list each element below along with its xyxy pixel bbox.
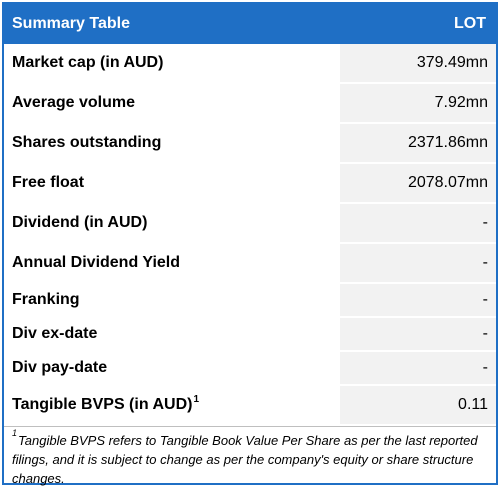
- row-label: Dividend (in AUD): [4, 204, 340, 242]
- row-value: -: [340, 318, 496, 350]
- row-value: -: [340, 244, 496, 282]
- table-row-franking: Franking -: [4, 284, 496, 318]
- row-label: Market cap (in AUD): [4, 44, 340, 82]
- table-row-market-cap: Market cap (in AUD) 379.49mn: [4, 44, 496, 84]
- row-label: Annual Dividend Yield: [4, 244, 340, 282]
- row-label: Shares outstanding: [4, 124, 340, 162]
- table-row-tangible-bvps: Tangible BVPS (in AUD) 1 0.11: [4, 386, 496, 426]
- row-value: -: [340, 352, 496, 384]
- row-value: 2078.07mn: [340, 164, 496, 202]
- row-value: 0.11: [340, 386, 496, 424]
- table-title: Summary Table: [12, 15, 130, 32]
- row-label: Free float: [4, 164, 340, 202]
- table-row-shares-outstanding: Shares outstanding 2371.86mn: [4, 124, 496, 164]
- table-header: Summary Table LOT: [4, 4, 496, 44]
- row-label: Franking: [4, 284, 340, 316]
- table-row-free-float: Free float 2078.07mn: [4, 164, 496, 204]
- footnote-marker: 1: [12, 427, 18, 438]
- row-label: Div pay-date: [4, 352, 340, 384]
- table-row-dividend: Dividend (in AUD) -: [4, 204, 496, 244]
- row-value: -: [340, 204, 496, 242]
- row-label-text: Tangible BVPS (in AUD): [12, 396, 193, 413]
- table-row-average-volume: Average volume 7.92mn: [4, 84, 496, 124]
- row-label: Average volume: [4, 84, 340, 122]
- footnote-text: Tangible BVPS refers to Tangible Book Va…: [12, 433, 478, 486]
- footnote: 1Tangible BVPS refers to Tangible Book V…: [4, 426, 496, 488]
- row-value: -: [340, 284, 496, 316]
- table-row-div-ex-date: Div ex-date -: [4, 318, 496, 352]
- ticker-symbol: LOT: [454, 15, 486, 32]
- table-row-annual-dividend-yield: Annual Dividend Yield -: [4, 244, 496, 284]
- table-row-div-pay-date: Div pay-date -: [4, 352, 496, 386]
- row-label: Tangible BVPS (in AUD) 1: [4, 386, 340, 424]
- row-value: 379.49mn: [340, 44, 496, 82]
- row-value: 2371.86mn: [340, 124, 496, 162]
- row-value: 7.92mn: [340, 84, 496, 122]
- row-label: Div ex-date: [4, 318, 340, 350]
